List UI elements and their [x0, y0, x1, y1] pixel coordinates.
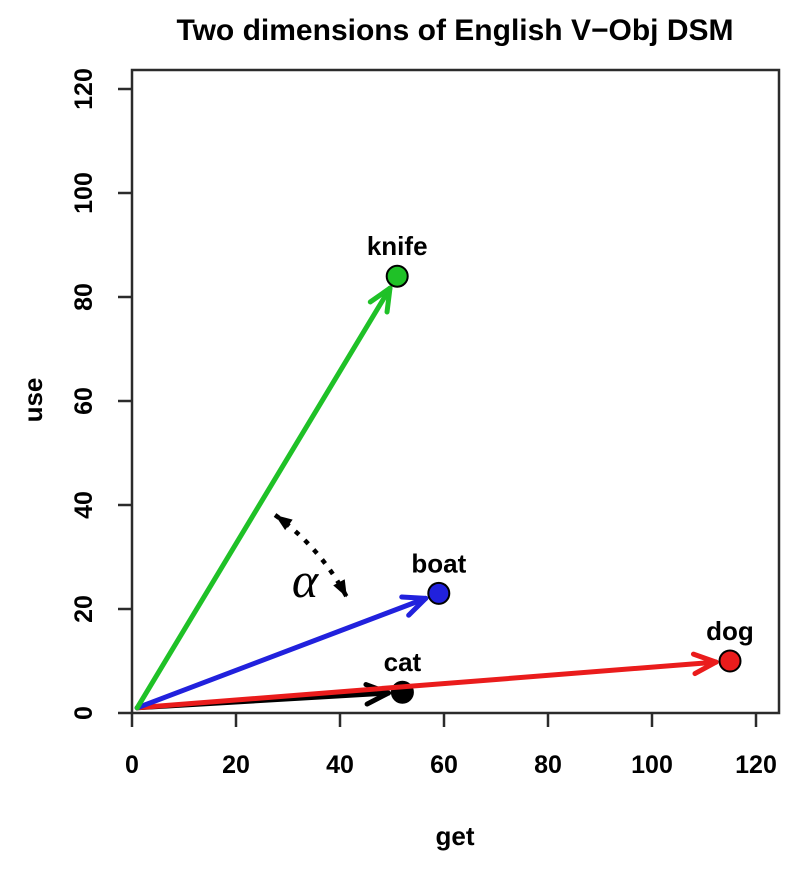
- x-tick-label-120: 120: [735, 751, 777, 779]
- x-tick-label-100: 100: [631, 751, 673, 779]
- y-tick-label-0: 0: [70, 706, 98, 720]
- point-label-boat: boat: [411, 548, 466, 578]
- angle-arc-arrowhead-top: [275, 515, 293, 531]
- point-label-cat: cat: [384, 647, 422, 677]
- point-boat: [427, 581, 451, 605]
- y-tick-label-100: 100: [70, 172, 98, 214]
- y-tick-label-60: 60: [70, 387, 98, 415]
- vector-knife: [134, 285, 393, 711]
- angle-arc-arrowhead-bottom: [333, 579, 347, 598]
- y-tick-label-40: 40: [70, 491, 98, 519]
- vector-dog-arrowhead-0: [690, 651, 719, 665]
- x-tick-label-60: 60: [430, 751, 458, 779]
- y-axis-label: use: [18, 378, 48, 423]
- angle-arc: [273, 513, 349, 599]
- vector-boat-arrowhead-0: [399, 594, 429, 601]
- point-label-dog: dog: [706, 616, 754, 646]
- alpha-angle-label: α: [292, 552, 320, 608]
- vector-boat-arrowhead-1: [406, 595, 429, 618]
- y-tick-label-120: 120: [70, 68, 98, 110]
- vector-knife-arrowhead-0: [367, 285, 393, 305]
- point-label-knife: knife: [367, 231, 428, 261]
- vector-knife-arrowhead-1: [384, 285, 393, 315]
- point-dog: [718, 649, 742, 673]
- vector-cat-arrowhead-1: [364, 690, 391, 707]
- plot-box: [130, 68, 781, 715]
- point-knife: [385, 264, 409, 288]
- vector-boat: [134, 595, 429, 711]
- vector-dog: [134, 659, 719, 711]
- x-tick-label-80: 80: [534, 751, 562, 779]
- y-tick-label-20: 20: [70, 595, 98, 623]
- y-tick-label-80: 80: [70, 283, 98, 311]
- x-tick-label-40: 40: [326, 751, 354, 779]
- chart-title: Two dimensions of English V−Obj DSM: [177, 14, 734, 47]
- x-axis-label: get: [436, 821, 475, 851]
- x-tick-label-0: 0: [125, 751, 139, 779]
- x-tick-label-20: 20: [222, 751, 250, 779]
- vector-dog-arrowhead-1: [692, 659, 719, 677]
